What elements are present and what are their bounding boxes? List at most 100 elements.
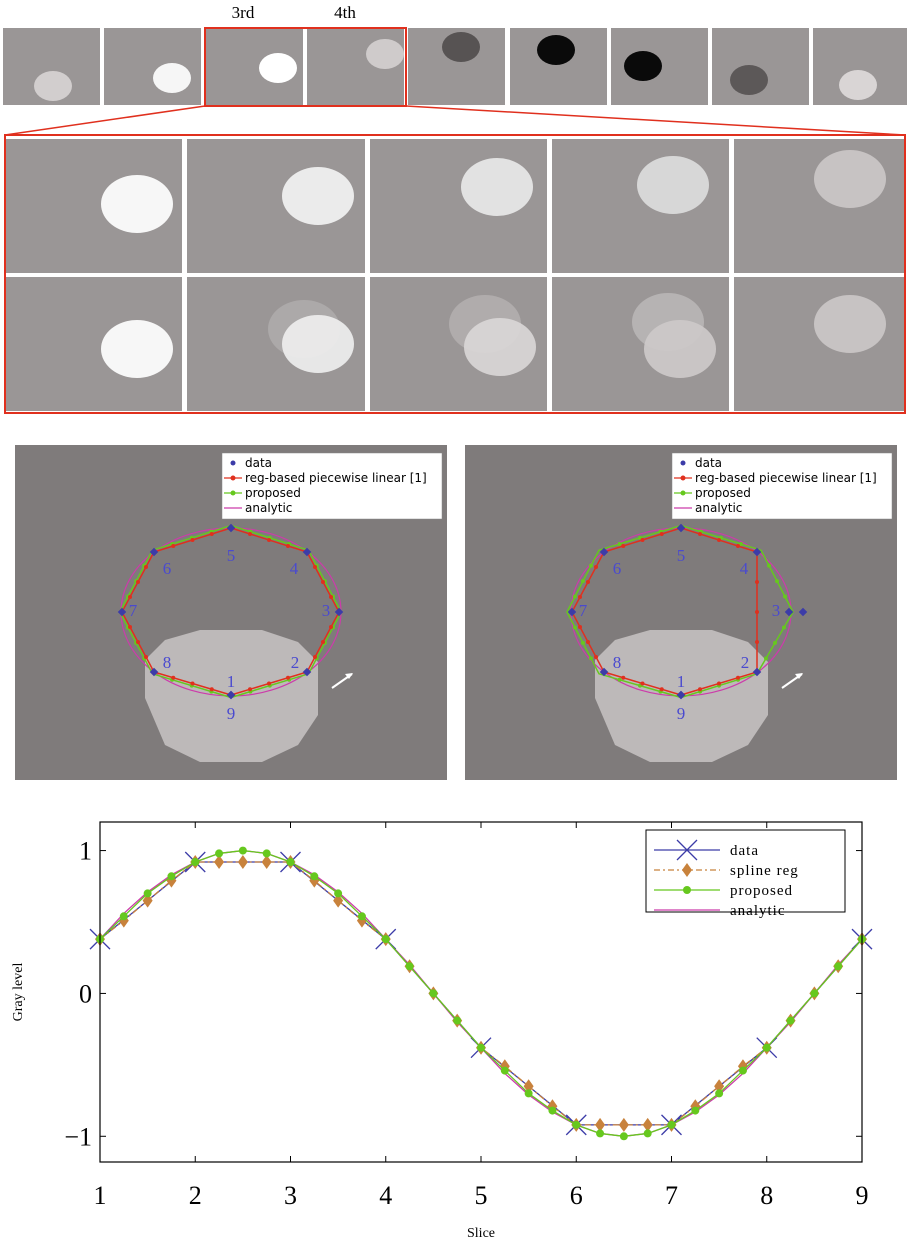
x-tick-label: 7 (665, 1181, 678, 1210)
marker-circle (429, 989, 437, 997)
point-label: 3 (322, 601, 331, 620)
legend-marker (681, 491, 686, 496)
piecewise-curve-dot (736, 676, 740, 680)
thumbnail (104, 28, 201, 105)
zoom-panel (552, 139, 729, 273)
marker-circle (691, 1107, 699, 1115)
legend-marker (231, 476, 236, 481)
x-tick-label: 9 (856, 1181, 869, 1210)
marker-circle (739, 1067, 747, 1075)
point-label: 4 (740, 559, 749, 578)
marker-circle (310, 872, 318, 880)
y-tick-label: −1 (64, 1122, 92, 1151)
point-label: 8 (613, 653, 622, 672)
piecewise-curve-dot (329, 595, 333, 599)
piecewise-curve-dot (660, 687, 664, 691)
marker-circle (810, 989, 818, 997)
piecewise-curve-dot (286, 544, 290, 548)
piecewise-curve-dot (321, 580, 325, 584)
zoom-line (406, 106, 905, 135)
marker-circle (358, 912, 366, 920)
marker-circle (572, 1121, 580, 1129)
blob (730, 65, 768, 95)
marker-circle (620, 1132, 628, 1140)
piecewise-curve-dot (144, 655, 148, 659)
blob (637, 156, 709, 214)
point-label: 5 (227, 546, 236, 565)
legend-label: analytic (245, 501, 292, 515)
piecewise-curve-dot (660, 532, 664, 536)
marker-circle (787, 1017, 795, 1025)
proposed-curve-dot (767, 564, 771, 568)
legend-label: proposed (695, 486, 751, 500)
blob (101, 320, 173, 378)
marker-diamond (238, 855, 248, 869)
marker-circle (668, 1121, 676, 1129)
x-tick-label: 1 (94, 1181, 107, 1210)
marker-circle (263, 849, 271, 857)
legend-label: analytic (730, 903, 785, 919)
marker-circle (167, 872, 175, 880)
blob (814, 150, 886, 208)
marker-circle (334, 889, 342, 897)
piecewise-curve-dot (267, 682, 271, 686)
blob (282, 167, 354, 225)
marker-circle (501, 1067, 509, 1075)
piecewise-curve-dot (210, 532, 214, 536)
piecewise-curve-dot (755, 580, 759, 584)
piecewise-curve-dot (594, 565, 598, 569)
blob (461, 158, 533, 216)
legend-label: analytic (695, 501, 742, 515)
point-label: 9 (227, 704, 236, 723)
zoom-line (5, 106, 205, 135)
legend-label: data (245, 456, 272, 470)
legend-label: reg-based piecewise linear [1] (245, 471, 427, 485)
piecewise-curve-dot (717, 682, 721, 686)
piecewise-curve-dot (698, 532, 702, 536)
point-label: 7 (579, 601, 588, 620)
proposed-curve-dot (589, 564, 593, 568)
blob (34, 71, 72, 101)
marker-circle (382, 935, 390, 943)
blob (366, 39, 404, 69)
legend-label: data (730, 843, 759, 859)
page: 3rd 4th 123456789datareg-based piecewise… (0, 0, 907, 1243)
piecewise-curve-dot (586, 640, 590, 644)
piecewise-curve-dot (128, 625, 132, 629)
blob (644, 320, 716, 378)
piecewise-curve-dot (578, 595, 582, 599)
zoom-panel (734, 139, 905, 273)
marker-circle (144, 889, 152, 897)
marker-circle (120, 912, 128, 920)
blob (282, 315, 354, 373)
proposed-curve-dot (573, 595, 577, 599)
blob (442, 32, 480, 62)
point-label: 7 (129, 601, 138, 620)
piecewise-curve-dot (313, 655, 317, 659)
marker-circle (548, 1107, 556, 1115)
marker-circle (834, 962, 842, 970)
x-tick-label: 3 (284, 1181, 297, 1210)
marker-circle (525, 1089, 533, 1097)
piecewise-curve-dot (128, 595, 132, 599)
blob (814, 295, 886, 353)
piecewise-curve-dot (578, 625, 582, 629)
proposed-curve-dot (764, 656, 768, 660)
point-label: 9 (677, 704, 686, 723)
point-label: 1 (677, 672, 686, 691)
piecewise-curve-dot (136, 640, 140, 644)
blob (537, 35, 575, 65)
piecewise-curve-dot (191, 538, 195, 542)
legend-marker (231, 461, 236, 466)
proposed-curve-dot (581, 579, 585, 583)
marker-circle (239, 847, 247, 855)
x-tick-label: 6 (570, 1181, 583, 1210)
marker-circle (453, 1017, 461, 1025)
piecewise-curve-dot (755, 640, 759, 644)
proposed-curve-dot (618, 542, 622, 546)
marker-circle (191, 858, 199, 866)
piecewise-curve-dot (144, 565, 148, 569)
piecewise-curve-dot (248, 532, 252, 536)
x-tick-label: 4 (379, 1181, 392, 1210)
point-label: 5 (677, 546, 686, 565)
